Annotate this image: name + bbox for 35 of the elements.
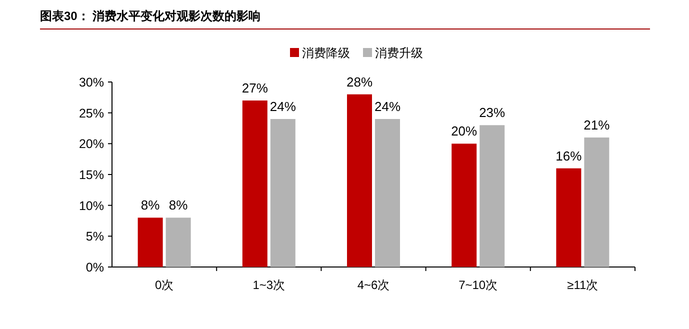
data-label: 27% [242,80,268,96]
bar [480,125,505,267]
bar [242,100,268,267]
x-tick-label: ≥11次 [567,278,598,292]
y-tick-label: 25% [78,106,104,120]
data-label: 24% [374,99,401,114]
bar [375,119,400,267]
legend-label: 消费升级 [375,46,423,60]
x-tick-label: 4~6次 [357,278,390,292]
x-tick-label: 0次 [154,278,174,292]
data-label: 24% [270,99,296,114]
y-tick-label: 20% [78,137,104,152]
bar [270,119,296,267]
data-label: 8% [140,198,160,213]
data-label: 20% [451,124,478,139]
legend-label: 消费降级 [302,46,350,60]
bar [584,138,610,267]
bar [556,168,582,267]
bar [166,218,191,267]
data-label: 8% [168,198,188,213]
bar [138,218,163,267]
data-label: 21% [584,118,610,132]
data-label: 28% [346,74,373,90]
bar [452,144,477,267]
data-label: 23% [479,105,506,120]
y-tick-label: 5% [86,230,104,244]
y-tick-label: 30% [78,76,104,90]
y-tick-label: 15% [78,168,104,182]
y-tick-label: 0% [86,260,104,274]
x-tick-label: 1~3次 [252,278,286,292]
x-tick-label: 7~10次 [458,278,498,292]
chart-title: 图表30： 消费水平变化对观影次数的影响 [40,9,261,23]
bar [347,94,372,267]
y-tick-label: 10% [78,198,104,213]
data-label: 16% [556,148,582,164]
